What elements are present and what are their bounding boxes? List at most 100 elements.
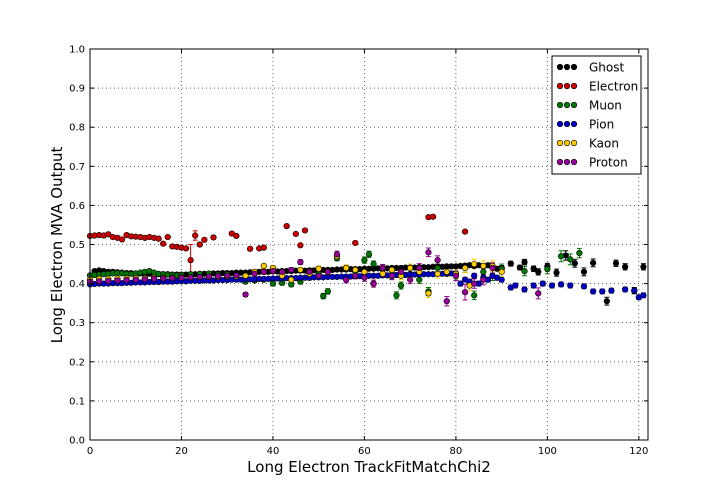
ghost-point xyxy=(603,298,610,305)
proton-point xyxy=(96,278,103,285)
ghost-point xyxy=(516,264,524,271)
muon-point xyxy=(370,260,377,268)
legend: Ghost Electron Muon Pion Kaon Proton xyxy=(551,55,642,175)
kaon-point xyxy=(498,268,505,275)
legend-marker-pion xyxy=(556,120,564,128)
legend-marker-proton xyxy=(556,158,564,166)
legend-marker-electron xyxy=(556,82,564,90)
proton-point xyxy=(260,268,267,275)
proton-point xyxy=(214,273,222,280)
proton-point xyxy=(150,275,158,283)
kaon-point xyxy=(480,262,487,270)
electron-point xyxy=(233,232,240,239)
muon-point xyxy=(393,292,400,299)
ghost-point xyxy=(521,258,528,266)
proton-point xyxy=(105,277,112,284)
proton-point xyxy=(169,275,176,282)
proton-point xyxy=(114,277,121,284)
proton-point xyxy=(178,274,185,281)
proton-point xyxy=(278,268,286,275)
electron-point xyxy=(155,235,162,242)
y-tick-label: 0.2 xyxy=(69,357,85,368)
legend-box xyxy=(551,55,642,175)
pion-point xyxy=(580,283,588,290)
proton-point xyxy=(480,276,487,283)
legend-marker-kaon xyxy=(570,139,578,147)
ghost-point xyxy=(535,268,542,275)
legend-marker-muon xyxy=(563,101,571,109)
proton-point xyxy=(269,267,277,275)
kaon-point xyxy=(352,266,359,274)
proton-point xyxy=(132,276,139,283)
kaon-point xyxy=(425,290,432,297)
legend-marker-pion xyxy=(570,120,578,128)
y-tick-label: 0.3 xyxy=(69,318,85,329)
muon-point xyxy=(576,250,583,257)
ghost-point xyxy=(580,268,588,275)
legend-marker-kaon xyxy=(563,139,571,147)
pion-point xyxy=(622,286,629,293)
x-tick-label: 100 xyxy=(538,446,557,457)
muon-point xyxy=(521,267,528,275)
kaon-point xyxy=(297,266,304,274)
ghost-point xyxy=(622,263,629,270)
ghost-point xyxy=(553,269,560,276)
muon-point xyxy=(397,282,405,289)
legend-label-pion: Pion xyxy=(589,118,614,132)
kaon-point xyxy=(388,266,395,274)
legend-marker-proton xyxy=(563,158,571,166)
proton-point xyxy=(324,268,331,275)
proton-point xyxy=(443,298,450,305)
pion-point xyxy=(640,292,647,299)
x-tick-label: 80 xyxy=(450,446,463,457)
proton-point xyxy=(388,272,395,279)
legend-label-proton: Proton xyxy=(589,156,628,170)
proton-point xyxy=(288,266,295,274)
legend-marker-electron xyxy=(570,82,578,90)
proton-point xyxy=(242,291,249,298)
proton-point xyxy=(160,275,167,282)
kaon-point xyxy=(379,270,386,277)
proton-point xyxy=(352,272,359,279)
pion-point xyxy=(512,282,519,289)
ghost-point xyxy=(612,260,620,267)
y-tick-label: 0.4 xyxy=(69,279,85,290)
muon-point xyxy=(557,253,565,260)
muon-point xyxy=(434,264,441,272)
proton-point xyxy=(196,273,203,281)
pion-point xyxy=(457,280,464,287)
proton-point xyxy=(233,272,240,279)
y-axis-label: Long Electron MVA Output xyxy=(48,147,66,344)
ghost-point xyxy=(590,259,597,266)
muon-point xyxy=(361,257,368,264)
proton-point xyxy=(471,280,478,287)
ghost-point xyxy=(571,260,578,267)
kaon-point xyxy=(260,262,267,270)
electron-point xyxy=(429,213,437,220)
proton-point xyxy=(343,276,350,283)
electron-point xyxy=(196,241,203,248)
proton-point xyxy=(333,251,341,258)
legend-label-muon: Muon xyxy=(589,99,622,113)
x-axis-label: Long Electron TrackFitMatchChi2 xyxy=(247,458,491,476)
electron-point xyxy=(297,242,304,249)
muon-point xyxy=(544,266,551,273)
proton-point xyxy=(224,272,231,279)
electron-point xyxy=(160,240,167,247)
pion-point xyxy=(471,272,478,279)
proton-point xyxy=(461,289,469,296)
pion-point xyxy=(521,286,528,293)
electron-point xyxy=(461,228,469,235)
proton-point xyxy=(187,274,194,281)
proton-point xyxy=(397,268,405,275)
electron-point xyxy=(210,234,217,241)
proton-point xyxy=(205,273,213,280)
pion-point xyxy=(498,276,505,283)
x-tick-label: 20 xyxy=(175,446,188,457)
electron-point xyxy=(118,236,126,243)
proton-point xyxy=(315,272,322,279)
proton-point xyxy=(434,257,441,264)
proton-point xyxy=(297,258,304,266)
proton-point xyxy=(416,264,423,272)
electron-point xyxy=(201,236,208,243)
